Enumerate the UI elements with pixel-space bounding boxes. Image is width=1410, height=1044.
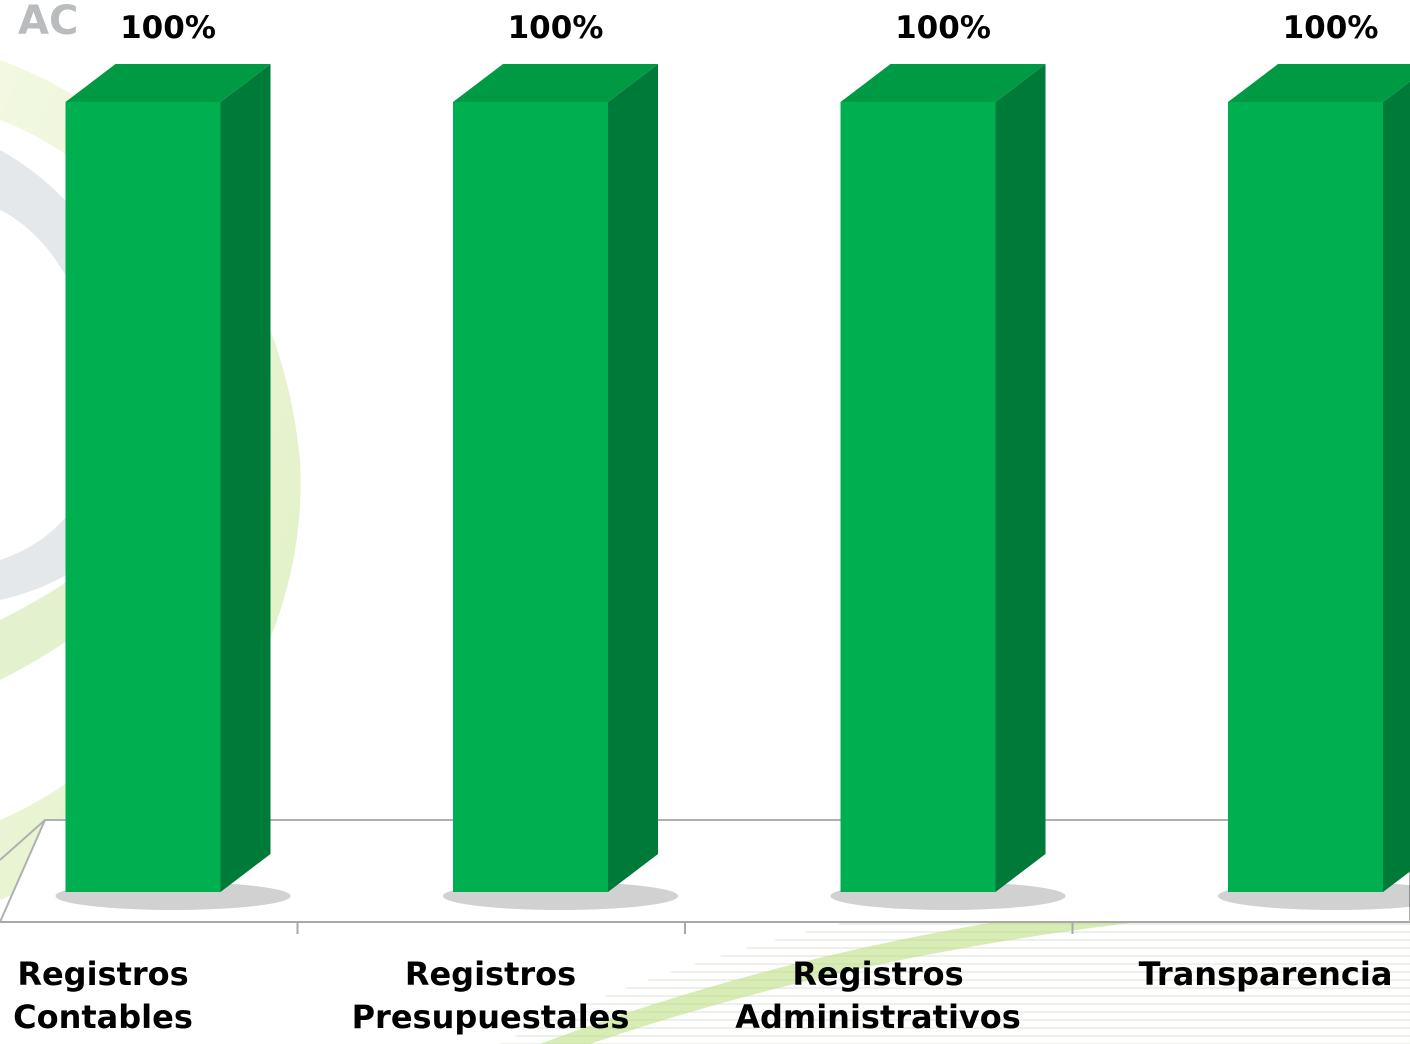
bar-front (453, 102, 608, 892)
bar-side (1383, 81, 1410, 892)
bar-2 (443, 64, 678, 910)
data-label: 100% (508, 10, 604, 46)
bar-top (840, 64, 1046, 102)
data-label: 100% (1283, 10, 1379, 46)
bar-series (55, 64, 1410, 910)
bar-4 (1218, 64, 1410, 910)
category-label: Registros Contables (13, 955, 193, 1036)
bar-side (220, 64, 271, 892)
bar-front (840, 102, 996, 892)
category-label: Transparencia (1139, 955, 1393, 993)
data-label: 100% (120, 10, 216, 46)
bar-3 (830, 64, 1066, 910)
bar-top (453, 64, 658, 102)
category-label: Registros Administrativos (735, 955, 1021, 1036)
logo-text: AC (18, 0, 78, 44)
bar-front (65, 102, 221, 892)
chart-floor (0, 819, 1410, 923)
bar-top (1228, 64, 1410, 102)
category-label: Registros Presupuestales (352, 955, 630, 1036)
bar-top (65, 64, 271, 102)
bar-1 (55, 64, 291, 910)
bar-side (995, 64, 1046, 892)
x-axis-ticks (296, 922, 1074, 934)
category-labels: Registros Contables Registros Presupuestale… (13, 955, 1392, 1036)
data-labels: 100% 100% 100% 100% (120, 10, 1378, 46)
bar-side (608, 64, 658, 892)
data-label: 100% (895, 10, 991, 46)
bar-front (1228, 102, 1383, 892)
